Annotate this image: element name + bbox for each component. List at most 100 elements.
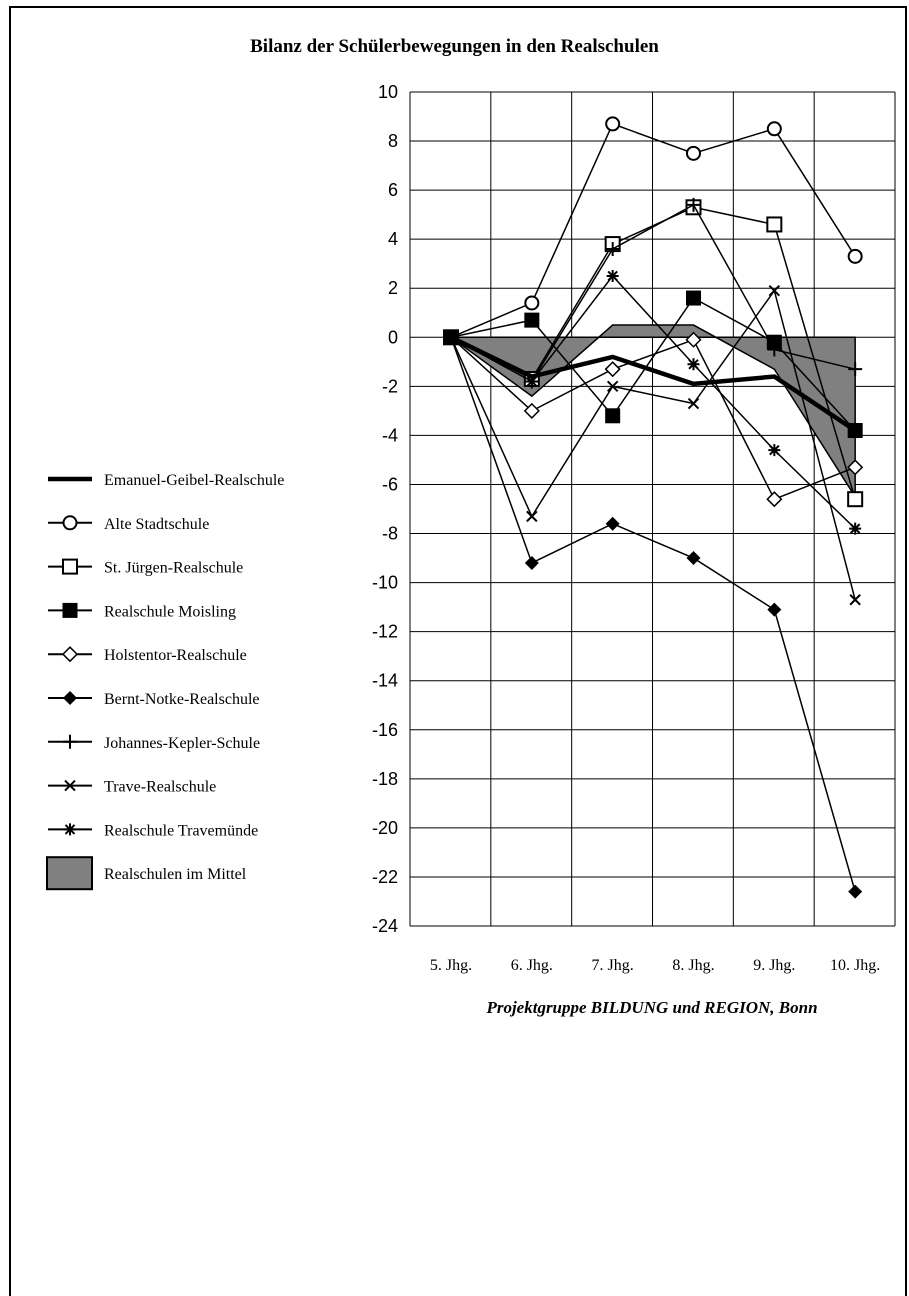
legend-item-realschulen-im-mittel: Realschulen im Mittel xyxy=(46,856,247,891)
y-tick-label: -12 xyxy=(372,622,398,642)
data-point-realschule-moisling xyxy=(524,312,540,328)
x-tick-label: 9. Jhg. xyxy=(753,957,795,974)
series-bernt-notke-realschule xyxy=(444,330,863,899)
data-point-realschule-travem-nde xyxy=(687,358,700,371)
data-point-alte-stadtschule xyxy=(686,145,701,161)
data-point-realschule-moisling xyxy=(686,290,701,306)
x-tick-label: 7. Jhg. xyxy=(592,957,634,974)
data-point-johannes-kepler-schule xyxy=(848,362,863,377)
series-line-trave-realschule xyxy=(450,288,856,600)
series-line-bernt-notke-realschule xyxy=(450,337,856,892)
legend-item-st-j-rgen-realschule: St. Jürgen-Realschule xyxy=(48,558,243,577)
legend-label: Holstentor-Realschule xyxy=(104,647,247,664)
legend-marker xyxy=(62,515,78,531)
legend-label: Realschulen im Mittel xyxy=(104,866,247,883)
y-tick-label: -18 xyxy=(372,769,398,789)
data-point-trave-realschule xyxy=(849,594,861,606)
legend-marker xyxy=(64,779,76,792)
chart-frame xyxy=(9,6,907,1296)
y-tick-label: 4 xyxy=(388,229,398,249)
legend-label: St. Jürgen-Realschule xyxy=(104,560,243,577)
source-credit: Projektgruppe BILDUNG und REGION, Bonn xyxy=(486,998,818,1017)
data-point-trave-realschule xyxy=(526,510,538,523)
legend-label: Trave-Realschule xyxy=(104,779,216,796)
data-point-bernt-notke-realschule xyxy=(848,884,863,899)
legend-label: Realschule Travemünde xyxy=(104,822,258,839)
data-point-trave-realschule xyxy=(768,284,781,297)
data-point-johannes-kepler-schule xyxy=(605,241,620,256)
x-tick-label: 6. Jhg. xyxy=(511,957,553,974)
y-tick-label: -10 xyxy=(372,573,398,593)
chart-title: Bilanz der Schülerbewegungen in den Real… xyxy=(250,36,659,57)
data-point-realschule-moisling xyxy=(605,408,621,424)
data-point-bernt-notke-realschule xyxy=(686,551,701,566)
data-point-holstentor-realschule xyxy=(847,459,864,476)
data-point-alte-stadtschule xyxy=(847,248,863,264)
data-point-holstentor-realschule xyxy=(604,361,621,378)
data-point-holstentor-realschule xyxy=(523,402,540,419)
legend-item-realschule-travem-nde: Realschule Travemünde xyxy=(48,822,258,839)
legend-item-alte-stadtschule: Alte Stadtschule xyxy=(48,515,209,533)
legend-label: Bernt-Notke-Realschule xyxy=(104,691,260,708)
legend-marker xyxy=(64,823,76,836)
legend-label: Realschule Moisling xyxy=(104,603,236,620)
y-tick-label: 0 xyxy=(388,327,398,347)
data-point-realschule-travem-nde xyxy=(525,375,538,388)
x-tick-label: 5. Jhg. xyxy=(430,957,472,974)
legend-label: Johannes-Kepler-Schule xyxy=(104,735,260,752)
legend-item-trave-realschule: Trave-Realschule xyxy=(48,779,216,796)
series-line-holstentor-realschule xyxy=(450,336,856,501)
y-tick-label: 6 xyxy=(388,180,398,200)
y-tick-label: -22 xyxy=(372,867,398,887)
y-tick-label: -14 xyxy=(372,671,398,691)
legend: Emanuel-Geibel-Realschule Alte Stadtschul… xyxy=(46,472,284,891)
data-point-realschule-travem-nde xyxy=(445,331,457,344)
y-tick-label: -4 xyxy=(382,425,398,445)
series-emanuel-geibel-realschule xyxy=(450,335,857,433)
y-tick-label: -16 xyxy=(372,720,398,740)
y-tick-label: -20 xyxy=(372,818,398,838)
data-point-alte-stadtschule xyxy=(766,121,782,137)
data-point-holstentor-realschule xyxy=(685,331,702,348)
data-point-alte-stadtschule xyxy=(524,295,540,311)
data-point-realschule-travem-nde xyxy=(849,522,862,535)
data-point-johannes-kepler-schule xyxy=(767,342,782,357)
legend-item-bernt-notke-realschule: Bernt-Notke-Realschule xyxy=(48,691,260,708)
data-point-st-j-rgen-realschule xyxy=(766,216,783,233)
x-tick-label: 10. Jhg. xyxy=(830,957,880,974)
data-point-bernt-notke-realschule xyxy=(767,602,782,617)
legend-marker xyxy=(63,691,77,705)
series-realschule-travem-nde xyxy=(445,269,862,535)
series-line-alte-stadtschule xyxy=(450,122,856,338)
legend-marker xyxy=(62,602,78,618)
y-tick-label: -24 xyxy=(372,916,398,936)
legend-item-johannes-kepler-schule: Johannes-Kepler-Schule xyxy=(48,735,260,752)
legend-item-realschule-moisling: Realschule Moisling xyxy=(48,602,236,620)
data-point-realschule-travem-nde xyxy=(768,444,781,457)
y-tick-label: -6 xyxy=(382,474,398,494)
legend-item-holstentor-realschule: Holstentor-Realschule xyxy=(48,646,247,664)
legend-marker xyxy=(61,646,79,663)
legend-marker xyxy=(62,558,78,575)
y-tick-label: -8 xyxy=(382,524,398,544)
series-line-realschule-moisling xyxy=(450,297,856,432)
data-point-johannes-kepler-schule xyxy=(686,197,701,212)
x-tick-label: 8. Jhg. xyxy=(672,957,714,974)
data-point-bernt-notke-realschule xyxy=(605,516,620,531)
y-tick-label: 10 xyxy=(378,82,398,102)
data-point-bernt-notke-realschule xyxy=(524,555,539,570)
data-point-trave-realschule xyxy=(606,380,619,393)
data-point-realschule-travem-nde xyxy=(606,269,619,282)
legend-label: Emanuel-Geibel-Realschule xyxy=(104,472,284,489)
data-point-holstentor-realschule xyxy=(766,491,783,508)
data-point-realschule-moisling xyxy=(766,334,782,350)
y-tick-label: 8 xyxy=(388,131,398,151)
grid-lines xyxy=(409,91,896,927)
y-tick-label: 2 xyxy=(388,278,398,298)
data-point-st-j-rgen-realschule xyxy=(847,491,864,508)
legend-item-emanuel-geibel-realschule: Emanuel-Geibel-Realschule xyxy=(48,472,284,489)
series-line-emanuel-geibel-realschule xyxy=(450,335,857,433)
y-tick-label: -2 xyxy=(382,376,398,396)
legend-marker xyxy=(63,734,77,749)
legend-label: Alte Stadtschule xyxy=(104,516,209,533)
